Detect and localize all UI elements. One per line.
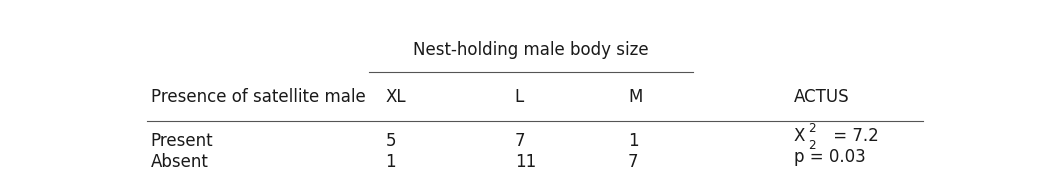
Text: Nest-holding male body size: Nest-holding male body size [413, 41, 648, 59]
Text: Present: Present [150, 132, 213, 150]
Text: = 7.2: = 7.2 [828, 127, 879, 145]
Text: Absent: Absent [150, 153, 209, 171]
Text: L: L [515, 88, 524, 106]
Text: Presence of satellite male: Presence of satellite male [150, 88, 365, 106]
Text: 1: 1 [385, 153, 396, 171]
Text: 7: 7 [515, 132, 525, 150]
Text: M: M [628, 88, 642, 106]
Text: 7: 7 [628, 153, 639, 171]
Text: 1: 1 [628, 132, 639, 150]
Text: p = 0.03: p = 0.03 [793, 148, 865, 166]
Text: X: X [793, 127, 805, 145]
Text: 2: 2 [808, 122, 816, 135]
Text: ACTUS: ACTUS [793, 88, 850, 106]
Text: XL: XL [385, 88, 406, 106]
Text: 11: 11 [515, 153, 536, 171]
Text: 5: 5 [385, 132, 396, 150]
Text: 2: 2 [808, 139, 816, 152]
